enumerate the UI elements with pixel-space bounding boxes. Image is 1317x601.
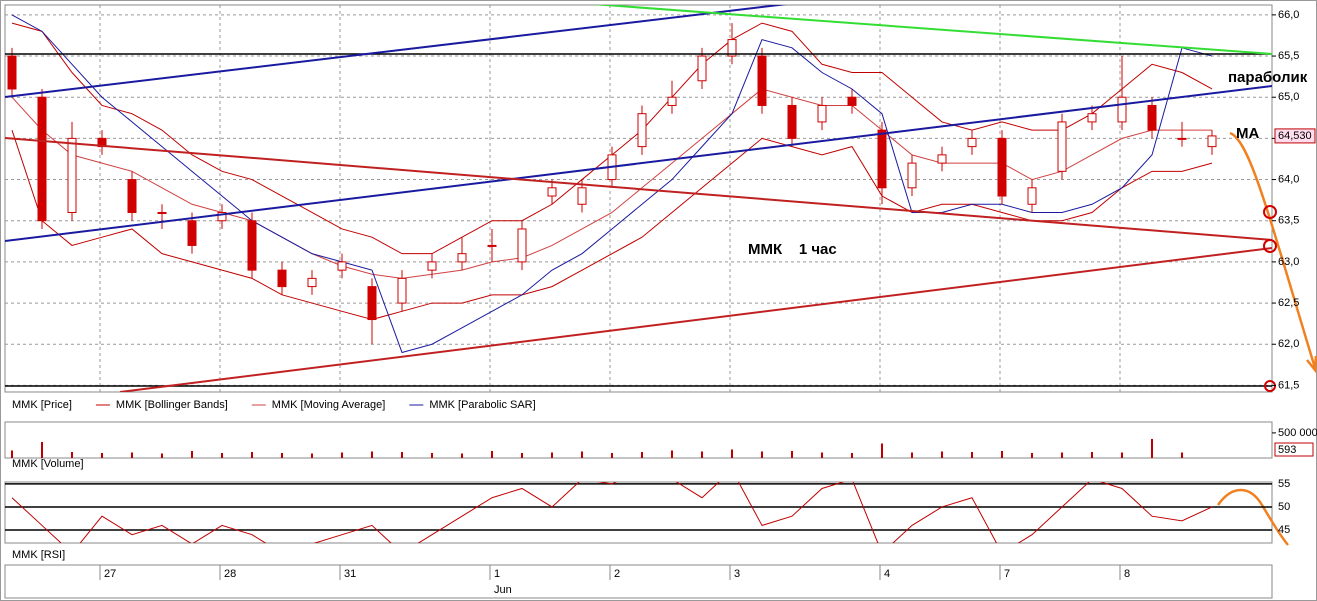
y-tick-label: 62,5	[1278, 297, 1299, 309]
legend-entry: MMK [Moving Average]	[272, 399, 386, 411]
last-price-label: 64,530	[1278, 130, 1312, 142]
candle-body	[637, 113, 647, 148]
target-circle	[1263, 239, 1277, 253]
drawings	[5, 5, 1272, 392]
rsi-forecast	[1216, 488, 1289, 546]
candle-body	[457, 253, 467, 263]
trend-line	[119, 247, 1272, 392]
candle-body	[487, 244, 497, 247]
candle-body	[997, 137, 1007, 197]
x-tick-label: 2	[614, 568, 620, 580]
price-plot	[7, 14, 1217, 354]
indicator-line	[11, 88, 1212, 279]
candle-body	[427, 261, 437, 271]
target-circle	[1263, 205, 1277, 219]
y-tick-label: 65,5	[1278, 50, 1299, 62]
y-tick-label: 63,5	[1278, 215, 1299, 227]
candle-body	[307, 277, 317, 288]
candle-body	[37, 96, 47, 222]
trend-line	[5, 137, 1272, 241]
candle-body	[577, 187, 587, 205]
x-tick-label: 31	[344, 568, 356, 580]
candle-body	[7, 55, 17, 90]
y-tick-label: 62,0	[1278, 338, 1299, 350]
candle-body	[67, 137, 77, 213]
annotation: ММК 1 час	[748, 241, 837, 258]
candle-body	[547, 187, 557, 197]
price-panel	[4, 4, 1273, 393]
rsi-panel	[4, 481, 1273, 544]
y-tick-label: 65,0	[1278, 91, 1299, 103]
last-value-label: 593	[1278, 444, 1296, 456]
candle-body	[217, 211, 227, 222]
candle-body	[277, 269, 287, 288]
candle-body	[757, 55, 767, 106]
y-tick-label: 50	[1278, 501, 1290, 513]
target-circle	[1264, 380, 1276, 392]
candle-body	[1027, 187, 1037, 205]
candle-body	[247, 220, 257, 271]
arrow-head	[1306, 355, 1317, 374]
candle-body	[847, 96, 857, 106]
candle-body	[1177, 137, 1187, 140]
candle-body	[337, 261, 347, 271]
candle-body	[1087, 113, 1097, 123]
volume-panel	[4, 421, 1273, 459]
indicator-line	[11, 14, 1213, 354]
candle-body	[397, 277, 407, 304]
annotation: параболик	[1228, 69, 1308, 86]
forecast-arrow	[1229, 131, 1317, 369]
rsi-plot	[11, 482, 1213, 543]
candle-body	[1147, 104, 1157, 131]
annotation: МА	[1236, 125, 1259, 142]
x-sublabel: Jun	[494, 584, 512, 596]
trend-line	[5, 85, 1272, 242]
trend-line	[5, 5, 788, 98]
candle-body	[907, 162, 917, 189]
x-tick-label: 3	[734, 568, 740, 580]
panel-label: MMK [Volume]	[12, 458, 84, 470]
candle-body	[937, 154, 947, 164]
y-tick-label: 55	[1278, 478, 1290, 490]
x-tick-label: 1	[494, 568, 500, 580]
x-tick-label: 7	[1004, 568, 1010, 580]
candle-body	[1207, 135, 1217, 148]
candle-body	[667, 96, 677, 106]
candle-body	[1117, 96, 1127, 123]
last-price-box	[1274, 128, 1316, 144]
candle-body	[817, 104, 827, 123]
y-tick-label: 61,5	[1278, 379, 1299, 391]
candle-body	[697, 55, 707, 82]
candle-body	[127, 179, 137, 213]
y-tick-label: 63,0	[1278, 256, 1299, 268]
x-tick-label: 8	[1124, 568, 1130, 580]
trend-line	[591, 5, 1272, 55]
candle-body	[517, 228, 527, 263]
candle-body	[787, 104, 797, 139]
y-tick-label: 64,0	[1278, 173, 1299, 185]
y-tick-label: 66,0	[1278, 9, 1299, 21]
candle-body	[367, 286, 377, 321]
candle-body	[157, 211, 167, 214]
candle-body	[187, 220, 197, 246]
indicator-line	[11, 482, 1213, 543]
x-tick-label: 4	[884, 568, 890, 580]
x-tick-label: 27	[104, 568, 116, 580]
legend-entry: MMK [Price]	[12, 399, 72, 411]
indicator-line	[11, 129, 1213, 321]
panel-label: MMK [RSI]	[12, 549, 65, 561]
candle-body	[877, 129, 887, 189]
y-tick-label: 500 000	[1278, 427, 1317, 439]
grid	[5, 5, 1272, 392]
last-value-box	[1274, 442, 1314, 457]
x-tick-label: 28	[224, 568, 236, 580]
candle-body	[967, 137, 977, 148]
y-tick-label: 45	[1278, 524, 1290, 536]
candle-body	[727, 39, 737, 57]
legend-entry: MMK [Bollinger Bands]	[116, 399, 228, 411]
candle-body	[1057, 121, 1067, 172]
legend-entry: MMK [Parabolic SAR]	[429, 399, 535, 411]
time-axis	[4, 564, 1273, 599]
